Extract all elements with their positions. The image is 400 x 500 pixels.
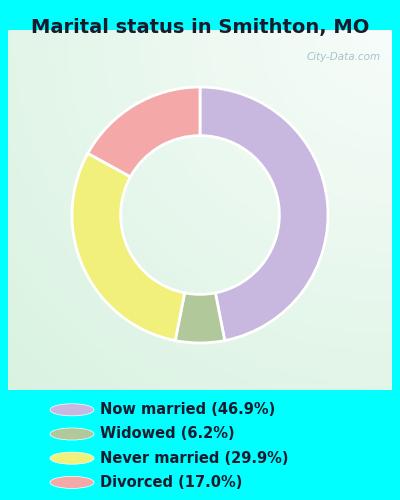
Wedge shape [175,293,225,343]
Text: Widowed (6.2%): Widowed (6.2%) [100,426,235,442]
Circle shape [50,452,94,464]
Wedge shape [200,87,328,341]
Wedge shape [72,154,185,340]
Text: Divorced (17.0%): Divorced (17.0%) [100,475,242,490]
Circle shape [50,476,94,488]
Circle shape [50,428,94,440]
Text: Never married (29.9%): Never married (29.9%) [100,450,288,466]
Text: City-Data.com: City-Data.com [306,52,380,62]
Text: Now married (46.9%): Now married (46.9%) [100,402,275,417]
Circle shape [50,404,94,416]
Text: Marital status in Smithton, MO: Marital status in Smithton, MO [31,18,369,36]
Wedge shape [88,87,200,177]
